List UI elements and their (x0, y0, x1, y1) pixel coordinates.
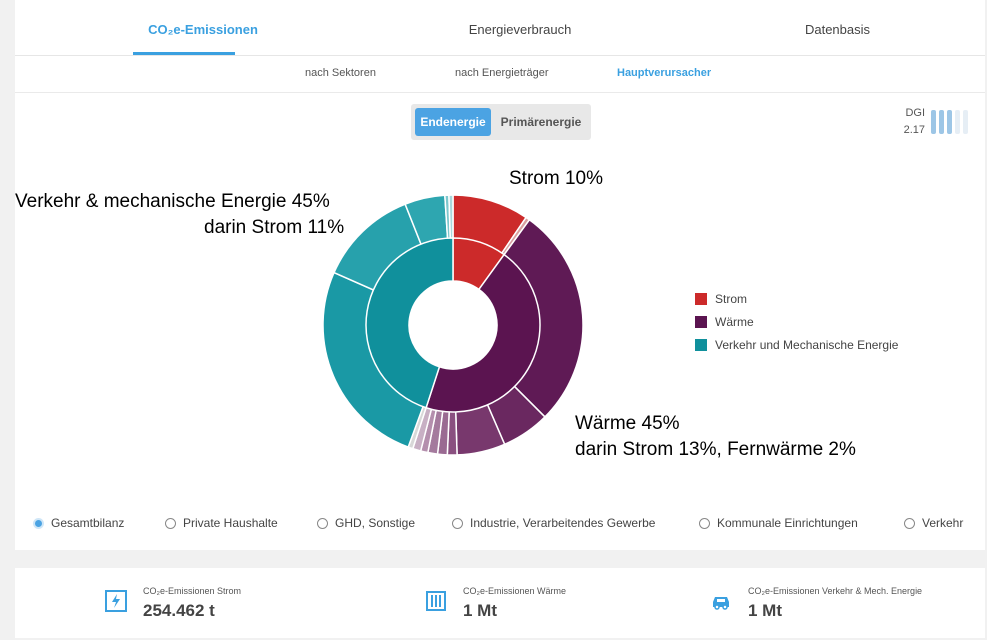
dgi-value: 2.17 (903, 124, 925, 136)
dgi-bar (931, 110, 936, 134)
main-tabs: CO₂e-Emissionen Energieverbrauch Datenba… (15, 0, 985, 56)
main-panel: CO₂e-Emissionen Energieverbrauch Datenba… (15, 0, 985, 550)
annotation-verkehr: Verkehr & mechanische Energie 45% (15, 191, 330, 212)
legend-item-waerme[interactable]: Wärme (695, 315, 754, 329)
stat-value: 254.462 t (143, 601, 215, 620)
divider (15, 92, 985, 93)
filter-label: Verkehr (922, 516, 964, 530)
stat-value: 1 Mt (748, 601, 782, 620)
inner-ring-slice[interactable] (425, 253, 541, 413)
radiator-icon (426, 591, 446, 611)
filter-gesamtbilanz[interactable]: Gesamtbilanz (33, 516, 124, 530)
dgi-bar (963, 110, 968, 134)
radio-icon (699, 518, 710, 529)
legend-label: Wärme (715, 315, 754, 329)
legend-item-verkehr[interactable]: Verkehr und Mechanische Energie (695, 338, 898, 352)
lightning-icon (105, 590, 127, 612)
stat-label: CO₂e-Emissionen Verkehr & Mech. Energie (748, 586, 923, 596)
summary-panel: CO₂e-Emissionen Strom 254.462 t CO₂e-Emi… (15, 568, 985, 638)
stat-label: CO₂e-Emissionen Strom (143, 586, 242, 596)
legend-item-strom[interactable]: Strom (695, 292, 747, 306)
legend-label: Strom (715, 292, 748, 306)
endenergie-button[interactable]: Endenergie (415, 108, 491, 136)
legend-label: Verkehr und Mechanische Energie (715, 338, 899, 352)
subtab-hauptverursacher[interactable]: Hauptverursacher (617, 67, 712, 79)
stat-label: CO₂e-Emissionen Wärme (463, 586, 567, 596)
stat-value: 1 Mt (463, 601, 497, 620)
primaerenergie-button[interactable]: Primärenergie (500, 115, 582, 129)
car-icon (713, 597, 729, 610)
filter-verkehr[interactable]: Verkehr (904, 516, 963, 530)
radio-icon (317, 518, 328, 529)
tab-co2-emissionen[interactable]: CO₂e-Emissionen (148, 22, 258, 37)
filter-private-haushalte[interactable]: Private Haushalte (165, 516, 278, 530)
dgi-bar (955, 110, 960, 134)
energy-toggle: Endenergie Primärenergie (411, 104, 591, 140)
legend-swatch-strom (695, 293, 707, 305)
filter-label: Gesamtbilanz (51, 516, 125, 530)
radio-icon (452, 518, 463, 529)
emissions-donut-chart (322, 194, 584, 456)
annotation-verkehr-strom: darin Strom 11% (204, 217, 345, 238)
filter-label: Private Haushalte (183, 516, 278, 530)
filter-label: Industrie, Verarbeitendes Gewerbe (470, 516, 656, 530)
legend-swatch-verkehr (695, 339, 707, 351)
filter-ghd-sonstige[interactable]: GHD, Sonstige (317, 516, 415, 530)
active-tab-indicator (133, 52, 235, 55)
dgi-label: DGI (905, 107, 925, 119)
tab-datenbasis[interactable]: Datenbasis (804, 22, 871, 37)
radio-checked-icon (33, 518, 44, 529)
subtab-nach-energietraeger[interactable]: nach Energieträger (455, 67, 549, 79)
annotation-waerme: Wärme 45% (575, 413, 680, 434)
dgi-bar (939, 110, 944, 134)
tab-energieverbrauch[interactable]: Energieverbrauch (468, 22, 572, 37)
dgi-bar (947, 110, 952, 134)
subtab-nach-sektoren[interactable]: nach Sektoren (305, 67, 376, 79)
filter-kommunale-einrichtungen[interactable]: Kommunale Einrichtungen (699, 516, 858, 530)
filter-label: GHD, Sonstige (335, 516, 416, 530)
annotation-waerme-strom: darin Strom 13%, Fernwärme 2% (575, 439, 856, 460)
legend-swatch-waerme (695, 316, 707, 328)
radio-icon (165, 518, 176, 529)
radio-icon (904, 518, 915, 529)
filter-label: Kommunale Einrichtungen (717, 516, 858, 530)
annotation-strom: Strom 10% (509, 168, 603, 189)
outer-ring-slice[interactable] (448, 194, 454, 240)
inner-ring-slice[interactable] (365, 237, 454, 409)
filter-industrie[interactable]: Industrie, Verarbeitendes Gewerbe (452, 516, 655, 530)
